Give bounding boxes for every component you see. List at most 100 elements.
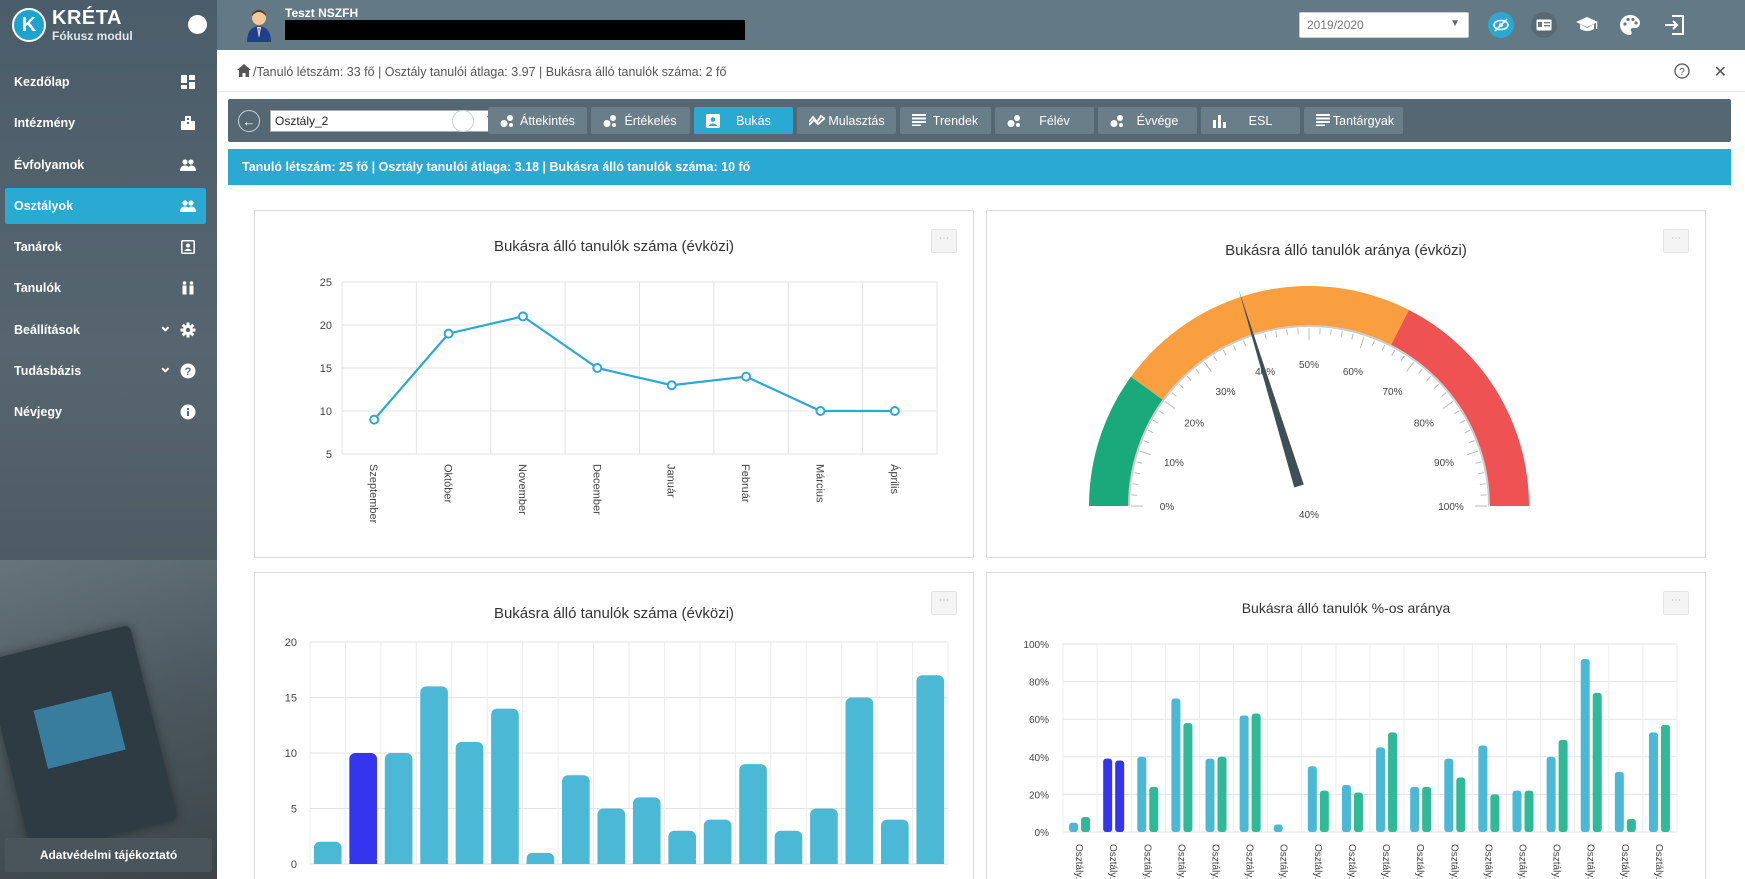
previous-class-button[interactable]: ← bbox=[238, 110, 260, 132]
tab--ttekint-s[interactable]: Áttekintés bbox=[488, 107, 587, 134]
gauge-tick bbox=[1351, 333, 1354, 340]
info-icon bbox=[180, 404, 196, 420]
gauge-tick-label: 30% bbox=[1216, 387, 1236, 398]
bar bbox=[632, 797, 661, 864]
sidebar: K KRÉTA Fókusz modul Kezdőlap Intézmény Év… bbox=[0, 0, 217, 879]
bar bbox=[703, 819, 732, 864]
bar bbox=[1183, 722, 1193, 832]
gauge-tick bbox=[1243, 340, 1247, 347]
tab-esl[interactable]: ESL bbox=[1201, 107, 1300, 134]
chart-title: Bukásra álló tanulók %-os aránya bbox=[1241, 600, 1451, 616]
sidebar-item-label: Intézmény bbox=[14, 116, 76, 131]
bar bbox=[1524, 790, 1534, 832]
y-tick-label: 10 bbox=[285, 748, 297, 760]
y-tick-label: 0% bbox=[1035, 828, 1050, 839]
graduation-cap-icon[interactable] bbox=[1574, 12, 1600, 38]
sidebar-item-tud-sb-zis[interactable]: Tudásbázis ⌄? bbox=[5, 353, 206, 389]
sidebar-item-n-vjegy[interactable]: Névjegy bbox=[5, 394, 206, 430]
home-icon[interactable] bbox=[237, 64, 251, 80]
gauge-tick-label: 80% bbox=[1414, 419, 1434, 430]
tab-f-l-v[interactable]: Félév bbox=[995, 107, 1094, 134]
bar-base bbox=[668, 860, 696, 864]
brand[interactable]: K KRÉTA Fókusz modul bbox=[0, 0, 217, 50]
id-card-icon[interactable] bbox=[1531, 12, 1557, 38]
gauge-tick-label: 20% bbox=[1184, 419, 1204, 430]
bar-base bbox=[491, 860, 519, 864]
school-year-select[interactable]: 2019/2020 ▼ bbox=[1299, 12, 1469, 38]
gauge-tick bbox=[1340, 331, 1343, 338]
gauge-tick bbox=[1147, 429, 1154, 434]
bar bbox=[1307, 766, 1317, 832]
x-tick-label: Osztály... bbox=[1585, 844, 1596, 879]
logout-icon[interactable] bbox=[1661, 12, 1687, 38]
chart-menu-button[interactable]: ⋯ bbox=[1663, 229, 1689, 253]
sidebar-item-label: Névjegy bbox=[14, 405, 62, 420]
help-icon[interactable]: ? bbox=[1674, 63, 1690, 82]
sidebar-item-be-ll-t-sok[interactable]: Beállítások ⌄ bbox=[5, 312, 206, 348]
bar-base bbox=[703, 860, 732, 864]
building-icon bbox=[180, 115, 196, 131]
sidebar-toggle-button[interactable] bbox=[188, 15, 207, 34]
gauge-tick bbox=[1434, 383, 1440, 389]
gauge-tick bbox=[1371, 340, 1375, 347]
gauge-tick bbox=[1479, 483, 1486, 485]
y-tick-label: 100% bbox=[1023, 640, 1049, 651]
next-class-button[interactable]: → bbox=[452, 110, 474, 132]
teacher-card-icon bbox=[180, 239, 196, 255]
bar bbox=[1614, 771, 1624, 832]
y-tick-label: 15 bbox=[285, 693, 297, 705]
bar bbox=[1251, 713, 1261, 832]
tab--vv-ge[interactable]: Évvége bbox=[1098, 107, 1197, 134]
sidebar-item--vfolyamok[interactable]: Évfolyamok bbox=[5, 147, 206, 183]
chevron-down-icon[interactable]: ⌄ bbox=[158, 317, 172, 335]
tab--rt-kel-s[interactable]: Értékelés bbox=[591, 107, 690, 134]
bubble-icon bbox=[500, 114, 514, 128]
privacy-notice-button[interactable]: Adatvédelmi tájékoztató bbox=[5, 838, 212, 872]
gauge-tick-label: 90% bbox=[1434, 458, 1454, 469]
tab-label: Trendek bbox=[932, 113, 979, 128]
y-tick-label: 5 bbox=[291, 804, 297, 816]
bar bbox=[1388, 732, 1398, 832]
tab-trendek[interactable]: Trendek bbox=[900, 107, 991, 134]
gauge-tick bbox=[1400, 355, 1405, 362]
sidebar-item-label: Kezdőlap bbox=[14, 75, 70, 89]
x-tick-label: Március bbox=[813, 464, 825, 503]
tab-mulaszt-s[interactable]: Mulasztás bbox=[797, 107, 896, 134]
bar-base bbox=[526, 860, 555, 864]
bar bbox=[1217, 756, 1227, 832]
close-icon[interactable]: ✕ bbox=[1713, 64, 1727, 81]
sidebar-item-tanul-k[interactable]: Tanulók bbox=[5, 270, 206, 306]
chart-menu-button[interactable]: ⋯ bbox=[931, 591, 957, 615]
brand-name: KRÉTA bbox=[52, 7, 122, 29]
chart-menu-button[interactable]: ⋯ bbox=[1663, 591, 1689, 615]
bar bbox=[1478, 745, 1488, 832]
tab-buk-s[interactable]: Bukás bbox=[694, 107, 793, 134]
tab-tant-rgyak[interactable]: Tantárgyak bbox=[1304, 107, 1403, 134]
bar bbox=[1444, 758, 1454, 832]
bar bbox=[1341, 785, 1351, 832]
x-tick-label: Osztály... bbox=[1107, 844, 1118, 879]
chart-menu-button[interactable]: ⋯ bbox=[931, 229, 957, 253]
sidebar-item-label: Tanárok bbox=[14, 240, 62, 255]
sidebar-item-int-zm-ny[interactable]: Intézmény bbox=[5, 105, 206, 141]
user-avatar[interactable] bbox=[245, 8, 273, 42]
bar bbox=[1626, 818, 1636, 832]
gauge-tick-label: 0% bbox=[1160, 502, 1175, 513]
grouped-bar-chart-panel: Bukásra álló tanulók %-os aránya ⋯ 0% 20%… bbox=[986, 572, 1706, 879]
y-tick-label: 60% bbox=[1029, 715, 1049, 726]
bar bbox=[1171, 698, 1181, 832]
chevron-down-icon[interactable]: ⌄ bbox=[158, 359, 172, 377]
sidebar-menu: Kezdőlap Intézmény Évfolyamok Osztályok Taná… bbox=[5, 64, 206, 436]
sidebar-item-tan-rok[interactable]: Tanárok bbox=[5, 229, 206, 265]
gauge-needle bbox=[1238, 289, 1304, 488]
data-point bbox=[592, 363, 603, 373]
bar bbox=[1069, 822, 1079, 832]
sidebar-item-oszt-lyok[interactable]: Osztályok bbox=[5, 187, 206, 224]
gauge-tick bbox=[1443, 400, 1454, 409]
bar-base bbox=[420, 860, 448, 864]
visibility-off-icon[interactable] bbox=[1488, 12, 1514, 38]
sidebar-item-label: Tudásbázis bbox=[14, 364, 82, 379]
breadcrumb-text: /Tanuló létszám: 33 fő | Osztály tanulói… bbox=[253, 65, 727, 79]
palette-icon[interactable] bbox=[1617, 12, 1643, 38]
sidebar-item-kezd-lap[interactable]: Kezdőlap bbox=[5, 64, 206, 100]
